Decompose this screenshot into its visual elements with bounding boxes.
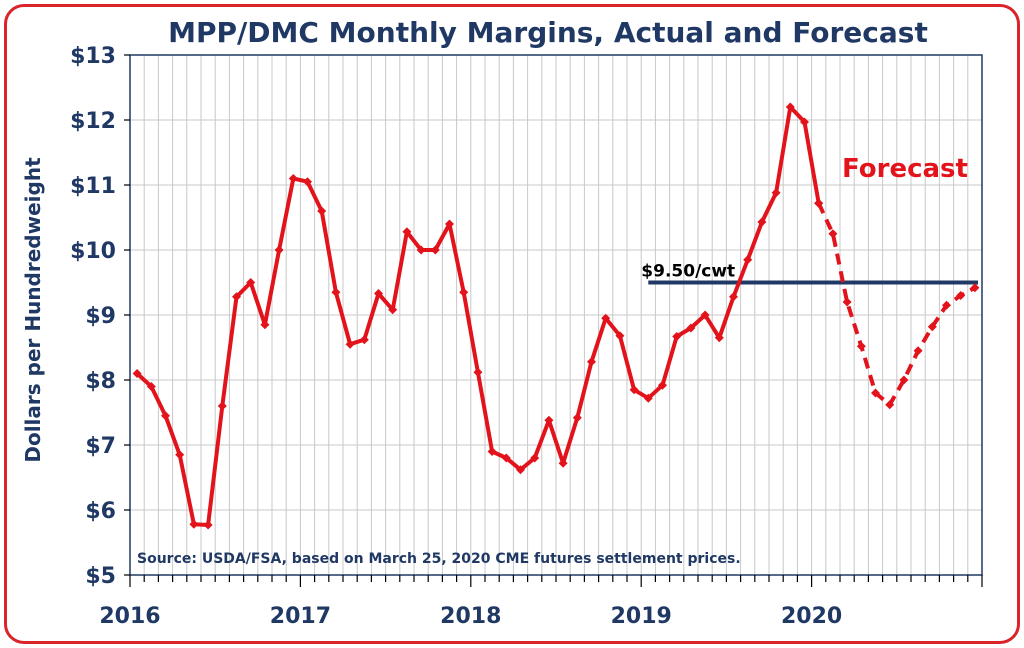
actual-point	[658, 380, 667, 390]
axes	[124, 54, 983, 587]
actual-point	[189, 519, 199, 529]
actual-point	[544, 415, 554, 425]
y-tick-label: $11	[70, 174, 116, 199]
x-tick-label: 2020	[781, 604, 842, 629]
y-tick-label: $10	[70, 239, 116, 264]
forecast-point	[842, 297, 852, 307]
x-tick-label: 2019	[611, 604, 672, 629]
series-line-actual	[135, 105, 821, 527]
actual-point	[303, 177, 312, 187]
x-tick-labels: 2016 2017 2018 2019 2020	[99, 604, 842, 629]
y-tick-label: $12	[70, 109, 116, 134]
actual-point	[473, 367, 483, 377]
actual-point	[615, 331, 625, 341]
forecast-point	[899, 375, 909, 385]
actual-point	[345, 339, 355, 349]
y-tick-label: $13	[70, 44, 116, 69]
actual-point	[629, 385, 639, 395]
forecast-annotation: Forecast	[842, 154, 968, 184]
y-tick-label: $7	[85, 434, 116, 459]
forecast-point	[885, 400, 895, 410]
actual-point	[459, 287, 469, 297]
x-tick-label: 2018	[440, 604, 501, 629]
actual-point	[388, 305, 398, 315]
actual-point	[288, 174, 298, 183]
actual-point	[686, 323, 696, 333]
reference-line-label: $9.50/cwt	[641, 262, 735, 282]
forecast-point	[970, 283, 980, 293]
actual-point	[757, 217, 767, 227]
actual-point	[530, 453, 540, 463]
actual-point	[246, 278, 256, 287]
y-tick-label: $9	[85, 304, 116, 329]
x-tick-label: 2016	[99, 604, 160, 629]
actual-point	[161, 411, 170, 421]
series-group	[132, 102, 980, 530]
y-tick-label: $6	[85, 499, 116, 524]
actual-point	[785, 102, 795, 112]
actual-point	[260, 320, 270, 330]
forecast-point	[828, 229, 838, 239]
actual-point	[430, 245, 440, 255]
actual-point	[317, 206, 327, 216]
forecast-point	[871, 388, 880, 398]
forecast-point	[856, 341, 866, 351]
forecast-point	[814, 198, 824, 208]
actual-point	[729, 292, 738, 302]
actual-point	[501, 453, 511, 463]
actual-point	[217, 401, 227, 411]
actual-point	[487, 447, 497, 456]
actual-point	[714, 333, 724, 343]
y-tick-labels: $5 $6 $7 $8 $9 $10 $11 $12 $13	[70, 44, 116, 589]
forecast-point	[913, 346, 923, 356]
actual-point	[203, 520, 213, 530]
actual-point	[572, 413, 582, 423]
grid-lines	[130, 54, 983, 575]
actual-point	[800, 117, 809, 127]
actual-point	[374, 289, 383, 299]
chart-title: MPP/DMC Monthly Margins, Actual and Fore…	[168, 16, 928, 49]
reference-line-group: $9.50/cwt	[641, 262, 978, 285]
y-tick-label: $5	[85, 564, 116, 589]
actual-point	[274, 245, 284, 255]
actual-point	[331, 287, 341, 297]
actual-point	[146, 382, 156, 391]
actual-point	[445, 219, 454, 229]
forecast-point	[942, 300, 951, 310]
forecast-point	[927, 322, 937, 332]
y-axis-label: Dollars per Hundredweight	[21, 157, 45, 463]
actual-point	[359, 335, 369, 345]
actual-point	[587, 357, 596, 367]
actual-point	[700, 310, 710, 320]
actual-point	[643, 393, 653, 403]
actual-point	[558, 458, 568, 468]
x-tick-label: 2017	[270, 604, 331, 629]
forecast-point	[956, 291, 966, 300]
actual-point	[175, 450, 185, 460]
actual-point	[771, 188, 781, 198]
actual-point	[416, 245, 426, 255]
actual-point	[402, 227, 412, 237]
actual-point	[232, 292, 241, 302]
actual-point	[672, 331, 682, 341]
source-note: Source: USDA/FSA, based on March 25, 202…	[137, 551, 741, 567]
actual-point	[516, 465, 525, 475]
chart-frame	[4, 4, 1020, 644]
actual-point	[132, 369, 142, 378]
actual-point	[743, 255, 753, 265]
actual-point	[601, 313, 611, 323]
y-tick-label: $8	[85, 369, 116, 394]
